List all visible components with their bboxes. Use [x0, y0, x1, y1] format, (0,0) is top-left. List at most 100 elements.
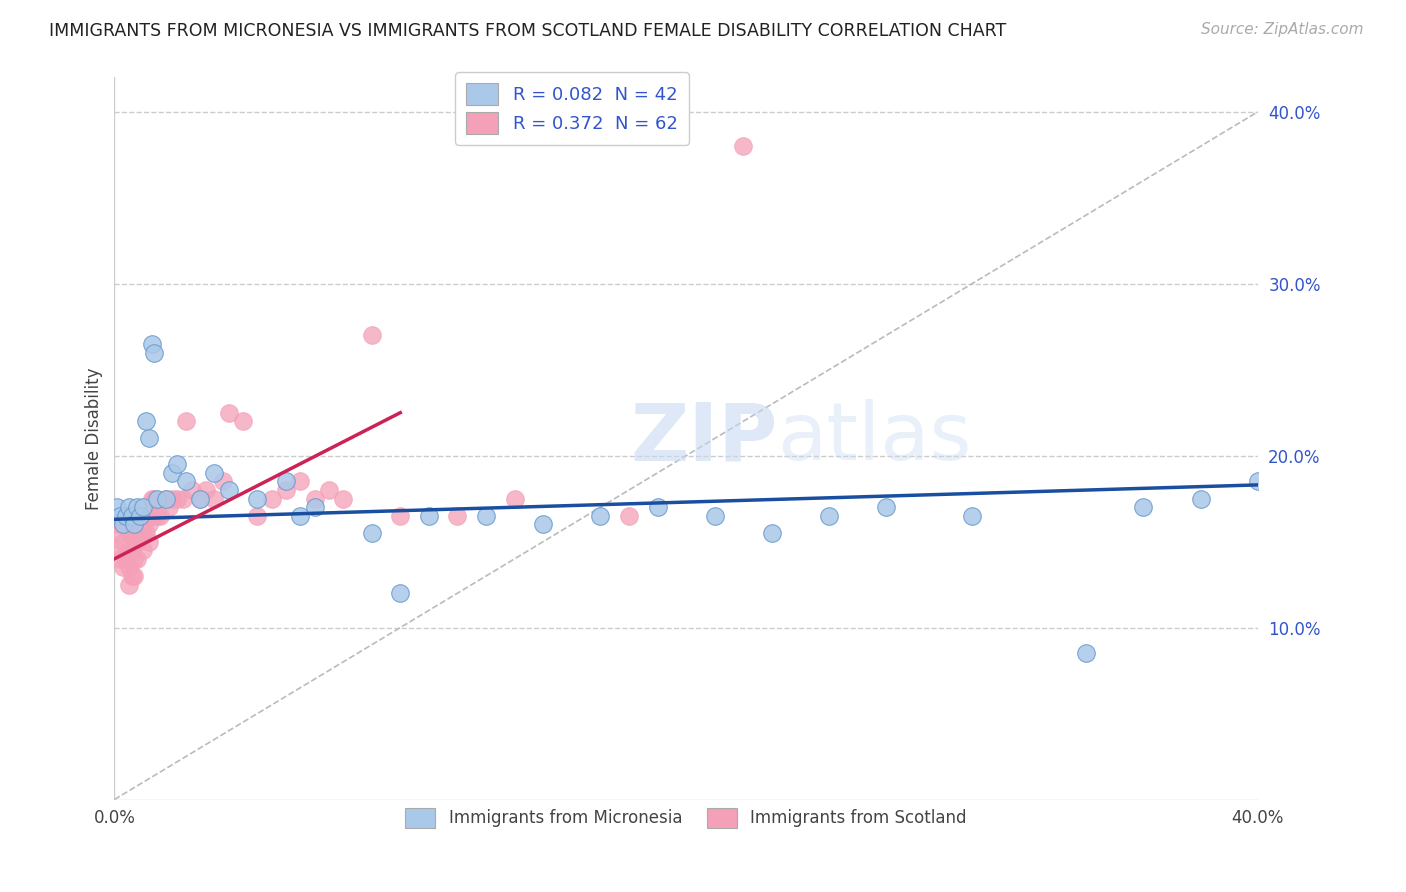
Point [108, 526, 131, 541]
Point [149, 508, 172, 523]
Point [129, 508, 152, 523]
Point [218, 483, 240, 497]
Point [166, 491, 188, 506]
Point [132, 526, 155, 541]
Point [360, 526, 382, 541]
Point [960, 508, 983, 523]
Point [389, 508, 412, 523]
Point [146, 508, 169, 523]
Point [129, 508, 152, 523]
Point [589, 508, 612, 523]
Point [138, 432, 160, 446]
Point [304, 491, 326, 506]
Text: IMMIGRANTS FROM MICRONESIA VS IMMIGRANTS FROM SCOTLAND FEMALE DISABILITY CORRELA: IMMIGRANTS FROM MICRONESIA VS IMMIGRANTS… [49, 22, 1007, 40]
Point [127, 500, 149, 515]
Point [115, 517, 138, 532]
Point [172, 491, 194, 506]
Point [118, 560, 141, 574]
Point [418, 508, 440, 523]
Point [135, 508, 157, 523]
Point [111, 517, 134, 532]
Point [389, 586, 412, 600]
Point [1132, 500, 1154, 515]
Point [180, 483, 202, 497]
Point [135, 526, 157, 541]
Point [475, 508, 498, 523]
Legend: Immigrants from Micronesia, Immigrants from Scotland: Immigrants from Micronesia, Immigrants f… [398, 801, 973, 835]
Point [1076, 646, 1098, 660]
Point [127, 517, 149, 532]
Point [124, 517, 146, 532]
Point [121, 569, 143, 583]
Point [647, 500, 669, 515]
Point [218, 406, 240, 420]
Point [118, 543, 141, 558]
Point [204, 491, 226, 506]
Point [290, 508, 312, 523]
Point [141, 337, 163, 351]
Point [503, 491, 526, 506]
Point [108, 551, 131, 566]
Point [108, 508, 131, 523]
Point [274, 475, 297, 489]
Point [875, 500, 897, 515]
Point [1189, 491, 1212, 506]
Point [160, 491, 183, 506]
Point [118, 577, 141, 591]
Point [138, 534, 160, 549]
Point [260, 491, 283, 506]
Point [138, 517, 160, 532]
Point [132, 517, 155, 532]
Point [360, 328, 382, 343]
Point [111, 534, 134, 549]
Point [129, 526, 152, 541]
Point [124, 551, 146, 566]
Point [733, 139, 755, 153]
Point [232, 414, 254, 428]
Point [274, 483, 297, 497]
Point [1247, 475, 1270, 489]
Point [160, 466, 183, 480]
Point [143, 491, 166, 506]
Point [135, 414, 157, 428]
Point [132, 500, 155, 515]
Point [143, 345, 166, 359]
Point [188, 491, 211, 506]
Point [212, 475, 235, 489]
Point [174, 475, 197, 489]
Point [818, 508, 841, 523]
Point [146, 491, 169, 506]
Point [166, 457, 188, 471]
Point [124, 517, 146, 532]
Point [105, 543, 128, 558]
Point [332, 491, 354, 506]
Point [246, 491, 269, 506]
Point [115, 508, 138, 523]
Point [124, 569, 146, 583]
Point [105, 517, 128, 532]
Point [155, 491, 177, 506]
Point [204, 466, 226, 480]
Point [155, 491, 177, 506]
Point [194, 483, 217, 497]
Point [617, 508, 640, 523]
Point [127, 551, 149, 566]
Point [121, 508, 143, 523]
Point [132, 543, 155, 558]
Point [141, 508, 163, 523]
Text: Source: ZipAtlas.com: Source: ZipAtlas.com [1201, 22, 1364, 37]
Point [124, 534, 146, 549]
Point [111, 560, 134, 574]
Point [703, 508, 725, 523]
Point [174, 414, 197, 428]
Text: atlas: atlas [778, 400, 972, 477]
Point [761, 526, 783, 541]
Point [318, 483, 340, 497]
Point [121, 543, 143, 558]
Point [105, 500, 128, 515]
Point [157, 500, 180, 515]
Point [118, 500, 141, 515]
Text: ZIP: ZIP [630, 400, 778, 477]
Point [531, 517, 554, 532]
Point [446, 508, 468, 523]
